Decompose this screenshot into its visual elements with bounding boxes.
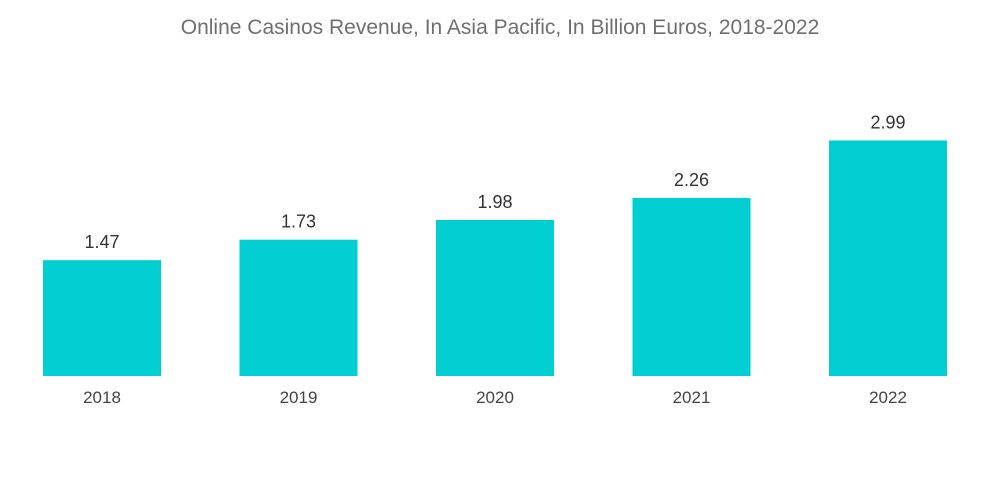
value-label-2019: 1.73 bbox=[281, 212, 316, 232]
chart-title: Online Casinos Revenue, In Asia Pacific,… bbox=[180, 16, 820, 39]
bar-2022 bbox=[829, 140, 947, 376]
value-label-2021: 2.26 bbox=[674, 170, 709, 190]
value-labels-group: 1.47 1.73 1.98 2.26 2.99 bbox=[84, 112, 905, 252]
value-label-2022: 2.99 bbox=[870, 112, 905, 132]
x-tick-label-2022: 2022 bbox=[869, 388, 907, 407]
value-label-2018: 1.47 bbox=[84, 232, 119, 252]
bar-2020 bbox=[436, 220, 554, 376]
x-tick-label-2019: 2019 bbox=[280, 388, 318, 407]
bar-2019 bbox=[239, 239, 358, 376]
bar-2021 bbox=[632, 197, 751, 376]
bar-2018 bbox=[43, 260, 161, 376]
value-label-2020: 1.98 bbox=[477, 192, 512, 212]
x-tick-label-2020: 2020 bbox=[476, 388, 514, 407]
x-tick-label-2021: 2021 bbox=[673, 388, 711, 407]
x-tick-label-2018: 2018 bbox=[83, 388, 121, 407]
x-axis-tick-labels: 2018 2019 2020 2021 2022 bbox=[83, 388, 907, 407]
bars-group bbox=[43, 140, 947, 376]
